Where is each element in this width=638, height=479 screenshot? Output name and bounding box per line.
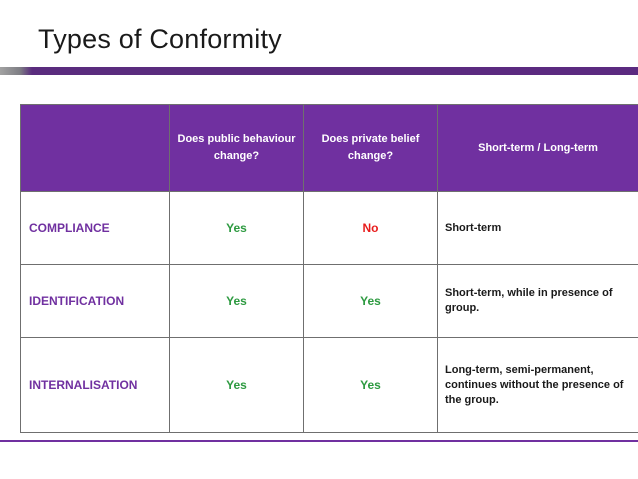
private-change-value: Yes <box>303 264 438 338</box>
header-private-belief: Does private belief change? <box>303 104 438 192</box>
duration-value: Short-term, while in presence of group. <box>437 264 638 338</box>
header-empty-cell <box>20 104 170 192</box>
public-change-value: Yes <box>169 191 304 265</box>
bottom-divider <box>0 440 638 442</box>
header-public-behaviour: Does public behaviour change? <box>169 104 304 192</box>
slide-title: Types of Conformity <box>38 24 282 54</box>
conformity-table: Does public behaviour change? Does priva… <box>20 104 638 433</box>
row-type-label: INTERNALISATION <box>20 337 170 433</box>
private-change-value: No <box>303 191 438 265</box>
header-duration: Short-term / Long-term <box>437 104 638 192</box>
public-change-value: Yes <box>169 337 304 433</box>
private-change-value: Yes <box>303 337 438 433</box>
header-row: Does public behaviour change? Does priva… <box>20 104 638 192</box>
duration-value: Short-term <box>437 191 638 265</box>
conformity-table-container: Does public behaviour change? Does priva… <box>20 104 638 433</box>
row-type-label: IDENTIFICATION <box>20 264 170 338</box>
table-row-internalisation: INTERNALISATION Yes Yes Long-term, semi-… <box>20 337 638 433</box>
table-row-compliance: COMPLIANCE Yes No Short-term <box>20 191 638 265</box>
row-type-label: COMPLIANCE <box>20 191 170 265</box>
table-row-identification: IDENTIFICATION Yes Yes Short-term, while… <box>20 264 638 338</box>
title-underline-bar <box>0 67 638 75</box>
public-change-value: Yes <box>169 264 304 338</box>
duration-value: Long-term, semi-permanent, continues wit… <box>437 337 638 433</box>
